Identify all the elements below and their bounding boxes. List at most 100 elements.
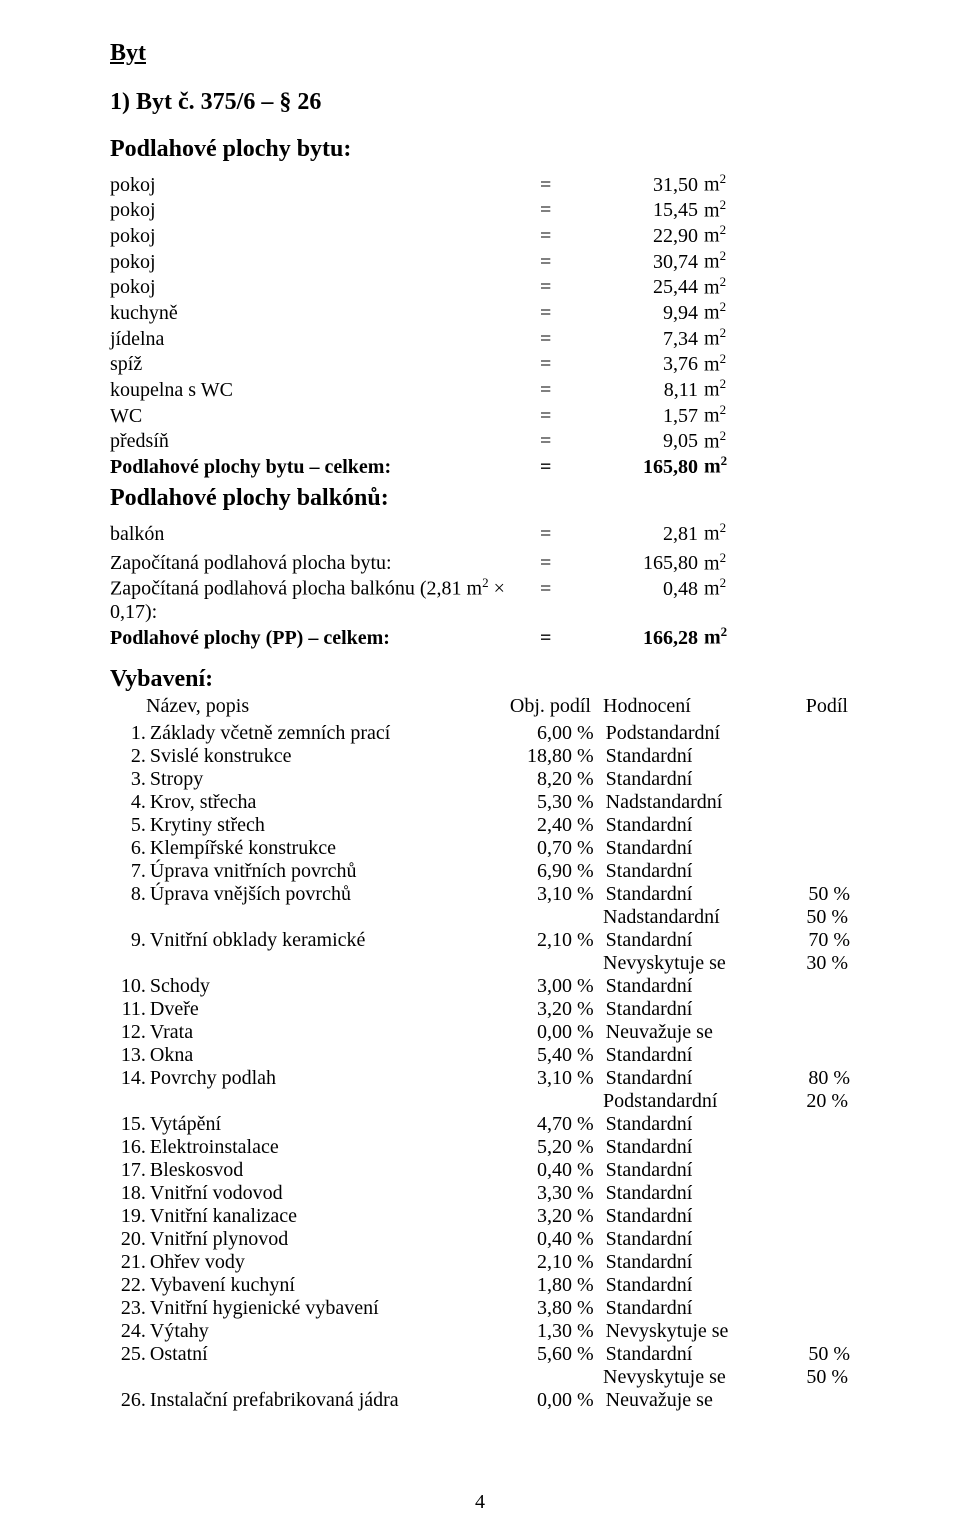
equip-rating: Neuvažuje se: [594, 1389, 776, 1412]
area-row: Podlahové plochy bytu – celkem:=165,80m2: [110, 453, 850, 479]
equip-pct: 0,00 %: [459, 1389, 594, 1412]
area-label: Započítaná podlahová plocha balkónu (2,8…: [110, 575, 540, 624]
equip-pct: 2,10 %: [459, 929, 594, 952]
equals-sign: =: [540, 456, 568, 479]
equip-share: 30 %: [773, 952, 848, 975]
equals-sign: =: [540, 430, 568, 453]
area-row: WC=1,57m2: [110, 402, 850, 428]
area-label: kuchyně: [110, 302, 540, 325]
equals-sign: =: [540, 523, 568, 546]
equipment-row: 5.Krytiny střech2,40 %Standardní: [110, 814, 850, 837]
equip-name: Vrata: [150, 1021, 459, 1044]
equip-pct: 1,30 %: [459, 1320, 594, 1343]
area-unit: m2: [698, 428, 726, 454]
equip-rating: Nevyskytuje se: [591, 952, 773, 975]
equip-index: 21.: [110, 1251, 150, 1274]
equip-pct: 0,00 %: [459, 1021, 594, 1044]
equip-rating: Standardní: [594, 860, 776, 883]
equip-index: 13.: [110, 1044, 150, 1067]
equals-sign: =: [540, 174, 568, 197]
equip-name: Výtahy: [150, 1320, 459, 1343]
equip-share: 50 %: [775, 1343, 850, 1366]
area-label: Započítaná podlahová plocha bytu:: [110, 552, 540, 575]
floor-areas-heading: Podlahové plochy bytu:: [110, 136, 850, 163]
equip-pct: 0,40 %: [459, 1159, 594, 1182]
equip-name: Krytiny střech: [150, 814, 459, 837]
equip-pct: 3,20 %: [459, 1205, 594, 1228]
equip-index: 14.: [110, 1067, 150, 1090]
equip-rating: Standardní: [594, 1343, 776, 1366]
equip-pct: 5,60 %: [459, 1343, 594, 1366]
equip-index: 20.: [110, 1228, 150, 1251]
area-label: pokoj: [110, 225, 540, 248]
area-unit: m2: [698, 299, 726, 325]
equipment-heading: Vybavení:: [110, 666, 850, 693]
area-unit: m2: [698, 222, 726, 248]
equip-name: Dveře: [150, 998, 459, 1021]
equip-rating: Standardní: [594, 814, 776, 837]
equip-pct: 5,30 %: [459, 791, 594, 814]
area-value: 30,74: [568, 251, 698, 274]
equip-pct: 1,80 %: [459, 1274, 594, 1297]
equip-rating: Standardní: [594, 1297, 776, 1320]
equip-share: 50 %: [773, 906, 848, 929]
equip-index: 2.: [110, 745, 150, 768]
equip-index: 10.: [110, 975, 150, 998]
equip-index: 26.: [110, 1389, 150, 1412]
area-label: Podlahové plochy (PP) – celkem:: [110, 627, 540, 650]
equip-rating: Nevyskytuje se: [591, 1366, 773, 1389]
area-row: pokoj=15,45m2: [110, 197, 850, 223]
area-unit: m2: [698, 197, 726, 223]
equipment-row: 9.Vnitřní obklady keramické2,10 %Standar…: [110, 929, 850, 952]
equipment-row: 11.Dveře3,20 %Standardní: [110, 998, 850, 1021]
area-unit: m2: [698, 248, 726, 274]
area-label: pokoj: [110, 174, 540, 197]
equip-pct: 5,40 %: [459, 1044, 594, 1067]
equip-pct: 2,10 %: [459, 1251, 594, 1274]
equipment-row: 23.Vnitřní hygienické vybavení3,80 %Stan…: [110, 1297, 850, 1320]
area-unit: m2: [698, 520, 726, 546]
equip-rating: Standardní: [594, 1251, 776, 1274]
area-value: 31,50: [568, 174, 698, 197]
area-row: balkón=2,81m2: [110, 520, 850, 546]
area-row: jídelna=7,34m2: [110, 325, 850, 351]
balcony-heading: Podlahové plochy balkónů:: [110, 485, 850, 512]
equipment-row: 25.Ostatní5,60 %Standardní50 %: [110, 1343, 850, 1366]
equipment-row-extra: Nevyskytuje se30 %: [110, 952, 850, 975]
equip-pct: 3,00 %: [459, 975, 594, 998]
area-row: pokoj=22,90m2: [110, 222, 850, 248]
area-label: balkón: [110, 523, 540, 546]
area-value: 22,90: [568, 225, 698, 248]
equals-sign: =: [540, 353, 568, 376]
equip-rating: Standardní: [594, 998, 776, 1021]
equip-pct: 3,20 %: [459, 998, 594, 1021]
area-label: jídelna: [110, 328, 540, 351]
equipment-row-extra: Nevyskytuje se50 %: [110, 1366, 850, 1389]
area-row: pokoj=31,50m2: [110, 171, 850, 197]
area-unit: m2: [698, 351, 726, 377]
area-label: koupelna s WC: [110, 379, 540, 402]
area-unit: m2: [698, 325, 726, 351]
equip-name: Vnitřní plynovod: [150, 1228, 459, 1251]
equals-sign: =: [540, 251, 568, 274]
equipment-row: 14.Povrchy podlah3,10 %Standardní80 %: [110, 1067, 850, 1090]
equip-index: 17.: [110, 1159, 150, 1182]
area-unit: m2: [698, 624, 727, 650]
equipment-row: 17.Bleskosvod0,40 %Standardní: [110, 1159, 850, 1182]
area-value: 15,45: [568, 199, 698, 222]
balcony-areas-table: balkón=2,81m2: [110, 520, 850, 546]
equip-index: 6.: [110, 837, 150, 860]
page-number: 4: [0, 1491, 960, 1514]
area-value: 8,11: [568, 379, 698, 402]
area-unit: m2: [698, 402, 726, 428]
equip-pct: 0,40 %: [459, 1228, 594, 1251]
equip-index: 11.: [110, 998, 150, 1021]
equip-rating: Standardní: [594, 745, 776, 768]
equip-index: 16.: [110, 1136, 150, 1159]
equip-name: Okna: [150, 1044, 459, 1067]
equip-name: Instalační prefabrikovaná jádra: [150, 1389, 459, 1412]
area-row: spíž=3,76m2: [110, 351, 850, 377]
equipment-row: 18.Vnitřní vodovod3,30 %Standardní: [110, 1182, 850, 1205]
equip-index: 15.: [110, 1113, 150, 1136]
area-label: spíž: [110, 353, 540, 376]
